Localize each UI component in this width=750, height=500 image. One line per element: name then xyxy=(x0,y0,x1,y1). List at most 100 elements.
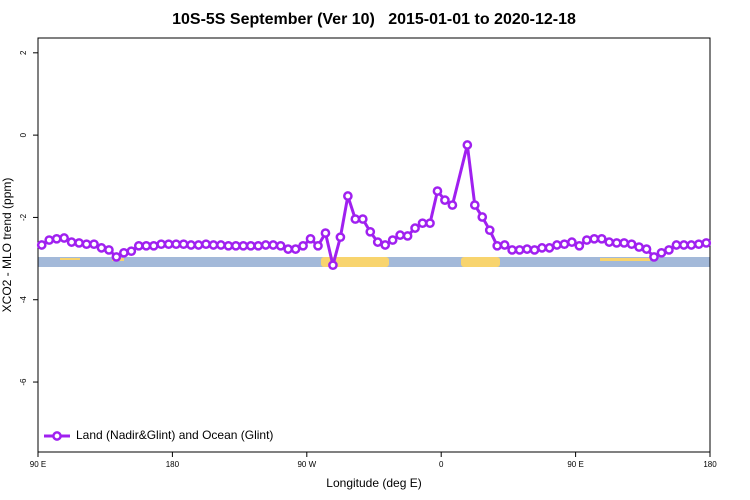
data-point xyxy=(343,191,353,201)
data-point xyxy=(604,237,615,247)
data-point xyxy=(664,245,674,255)
data-point xyxy=(626,239,637,250)
data-point xyxy=(357,214,368,224)
data-point xyxy=(245,240,256,251)
data-point xyxy=(186,240,196,250)
data-point xyxy=(66,237,77,247)
data-point xyxy=(328,260,338,271)
data-point xyxy=(290,244,301,254)
data-point xyxy=(499,240,510,250)
data-point xyxy=(156,239,167,250)
data-point xyxy=(484,225,495,236)
data-point xyxy=(634,242,644,252)
x-tick-label: 0 xyxy=(439,460,444,469)
data-point xyxy=(649,252,659,262)
x-axis-label: Longitude (deg E) xyxy=(326,476,421,490)
data-point xyxy=(492,240,503,251)
x-tick-label: 180 xyxy=(166,460,180,469)
y-tick-label: -4 xyxy=(19,296,28,304)
data-point xyxy=(671,240,682,250)
data-point xyxy=(268,240,279,250)
y-axis-label: XCO2 - MLO trend (ppm) xyxy=(0,178,14,313)
data-point xyxy=(171,239,181,250)
data-point xyxy=(133,240,144,251)
data-point xyxy=(507,245,517,255)
data-point xyxy=(701,238,712,248)
data-point xyxy=(96,243,107,253)
data-point xyxy=(395,230,405,240)
data-point xyxy=(193,240,204,250)
data-point xyxy=(596,233,607,244)
data-point xyxy=(89,239,99,250)
data-point xyxy=(253,240,264,251)
data-point xyxy=(320,228,331,238)
data-point xyxy=(522,244,532,254)
legend-label: Land (Nadir&Glint) and Ocean (Glint) xyxy=(76,428,273,442)
land-strip xyxy=(60,258,80,260)
data-point xyxy=(432,186,443,196)
chart-title: 10S-5S September (Ver 10) 2015-01-01 to … xyxy=(172,11,576,28)
land-strip xyxy=(321,257,389,267)
y-tick-label: -2 xyxy=(19,213,28,221)
data-point xyxy=(372,237,383,247)
data-point xyxy=(410,223,420,233)
data-point xyxy=(417,218,428,229)
data-point xyxy=(425,218,435,229)
data-point xyxy=(260,240,271,250)
data-point xyxy=(447,200,458,210)
y-tick-label: 0 xyxy=(19,132,28,137)
legend-marker xyxy=(52,431,62,441)
data-point xyxy=(462,140,473,150)
data-point xyxy=(477,212,488,222)
data-point xyxy=(365,226,376,237)
x-tick-label: 90 W xyxy=(297,460,316,469)
data-point xyxy=(656,247,667,258)
data-point xyxy=(231,240,241,251)
data-point xyxy=(111,252,122,262)
data-point xyxy=(387,235,398,245)
data-point xyxy=(59,233,69,243)
data-point xyxy=(641,244,652,254)
data-point xyxy=(693,239,704,250)
data-point xyxy=(581,235,592,245)
data-point xyxy=(529,245,540,255)
data-point xyxy=(223,240,234,251)
land-strip xyxy=(600,258,650,261)
data-point xyxy=(275,240,286,251)
data-point xyxy=(74,238,84,248)
data-point xyxy=(119,247,129,258)
data-point xyxy=(141,240,152,251)
data-point xyxy=(298,240,308,251)
data-point xyxy=(574,240,585,251)
data-point xyxy=(469,200,480,210)
data-point xyxy=(679,240,689,250)
data-point xyxy=(208,240,219,250)
x-tick-label: 180 xyxy=(703,460,717,469)
data-point xyxy=(104,245,114,255)
data-point xyxy=(350,214,361,224)
data-point xyxy=(589,233,600,244)
map-strip xyxy=(38,257,710,267)
data-point xyxy=(440,195,450,205)
data-point xyxy=(178,239,189,250)
data-point xyxy=(559,239,570,250)
data-point xyxy=(380,240,391,250)
data-point xyxy=(126,246,137,257)
data-point xyxy=(313,240,323,251)
data-point xyxy=(81,239,92,250)
data-point xyxy=(402,231,413,241)
data-point xyxy=(514,245,525,255)
y-tick-label: -6 xyxy=(19,378,28,386)
data-point xyxy=(44,235,55,245)
data-point xyxy=(335,232,346,243)
data-point xyxy=(611,238,622,248)
data-point xyxy=(283,244,293,254)
data-point xyxy=(51,233,62,244)
data-point xyxy=(238,240,249,251)
y-tick-label: 2 xyxy=(19,50,28,55)
data-point xyxy=(686,240,697,250)
data-point xyxy=(305,233,316,244)
data-point xyxy=(148,240,159,251)
data-point xyxy=(216,240,226,250)
